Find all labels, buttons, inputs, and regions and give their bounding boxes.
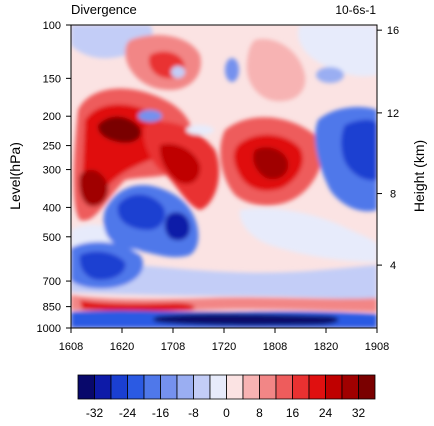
weak-neg-low-band — [71, 263, 377, 300]
colorbar-swatch — [110, 374, 128, 400]
neg-small-150hpa — [225, 58, 239, 82]
y-tick-label: 150 — [43, 73, 61, 85]
pos-core-left-lower — [79, 169, 109, 207]
weak-neg-patch-topright — [298, 25, 377, 77]
neg-small-150hpa-c — [316, 67, 344, 83]
colorbar: -32 -24 -16 -8 0 8 16 24 32 — [77, 374, 376, 420]
y-tick-label: 300 — [43, 165, 61, 177]
colorbar-label: -8 — [188, 406, 199, 420]
chart-title: Divergence — [71, 2, 137, 17]
neg-core-mid-max — [164, 212, 190, 241]
neg-small-200hpa — [138, 110, 162, 122]
colorbar-swatch — [226, 374, 244, 400]
colorbar-swatch — [325, 374, 343, 400]
y-tick-label: 500 — [43, 232, 61, 244]
colorbar-label: 24 — [319, 406, 333, 420]
y-tick-label: 700 — [43, 276, 61, 288]
y-right-tick-label: 8 — [390, 189, 396, 201]
colorbar-label: -16 — [152, 406, 170, 420]
x-tick-label: 1808 — [263, 341, 287, 353]
x-tick-label: 1620 — [110, 341, 134, 353]
neg-surface-core — [153, 313, 339, 326]
y-tick-label: 250 — [43, 141, 61, 153]
colorbar-swatch — [209, 374, 227, 400]
neg-low-left-inner — [79, 251, 126, 280]
neg-small-150hpa-b — [171, 66, 185, 78]
x-tick-label: 1608 — [59, 341, 83, 353]
plot-area — [71, 25, 377, 328]
colorbar-swatch — [160, 374, 178, 400]
pos-core-left-max — [97, 116, 141, 143]
x-axis: 1608 1620 1708 1720 1808 1820 1908 — [59, 328, 389, 353]
y-tick-label: 200 — [43, 111, 61, 123]
colorbar-swatch — [275, 374, 293, 400]
neg-core-mid-inner — [117, 194, 166, 230]
weak-neg-patch-mid-right — [239, 208, 377, 262]
neg-small-200hpa-right — [186, 125, 214, 135]
y-right-tick-label: 16 — [387, 25, 399, 37]
colorbar-swatch — [358, 374, 376, 400]
chart-units: 10-6s-1 — [335, 3, 376, 17]
colorbar-swatch — [341, 374, 359, 400]
y-axis-right: 16 12 8 4 — [377, 25, 399, 272]
colorbar-label: 8 — [256, 406, 263, 420]
colorbar-label: -24 — [119, 406, 137, 420]
colorbar-swatch — [176, 374, 194, 400]
x-tick-label: 1820 — [314, 341, 338, 353]
y-tick-label: 400 — [43, 202, 61, 214]
colorbar-label: -32 — [86, 406, 104, 420]
contour-field — [71, 25, 377, 328]
colorbar-swatch — [292, 374, 310, 400]
x-tick-label: 1908 — [365, 341, 389, 353]
colorbar-swatch — [94, 374, 112, 400]
colorbar-swatch — [308, 374, 326, 400]
colorbar-label: 0 — [223, 406, 230, 420]
pos-boundary-band-inner — [80, 300, 195, 312]
colorbar-label: 16 — [286, 406, 300, 420]
colorbar-swatch — [143, 374, 161, 400]
pos-core-right-max — [253, 147, 289, 180]
y-tick-label: 1000 — [37, 323, 61, 335]
neg-core-right-inner — [341, 119, 377, 181]
colorbar-label: 32 — [352, 406, 366, 420]
colorbar-swatch — [127, 374, 145, 400]
x-tick-label: 1720 — [212, 341, 236, 353]
y-right-tick-label: 12 — [387, 108, 399, 120]
colorbar-swatch — [242, 374, 260, 400]
y-tick-label: 850 — [43, 302, 61, 314]
colorbar-swatch — [77, 374, 95, 400]
y-right-tick-label: 4 — [390, 260, 396, 272]
pos-patch-upper-right — [246, 39, 306, 102]
pos-core-center-inner — [159, 143, 201, 185]
y-axis-left: 100 150 200 250 300 400 500 700 850 1000 — [37, 20, 71, 335]
colorbar-swatch — [193, 374, 211, 400]
y-axis-right-label: Height (km) — [411, 140, 427, 212]
y-tick-label: 100 — [43, 20, 61, 32]
x-tick-label: 1708 — [161, 341, 185, 353]
y-axis-label: Level(hPa) — [7, 142, 23, 210]
colorbar-swatch — [259, 374, 277, 400]
